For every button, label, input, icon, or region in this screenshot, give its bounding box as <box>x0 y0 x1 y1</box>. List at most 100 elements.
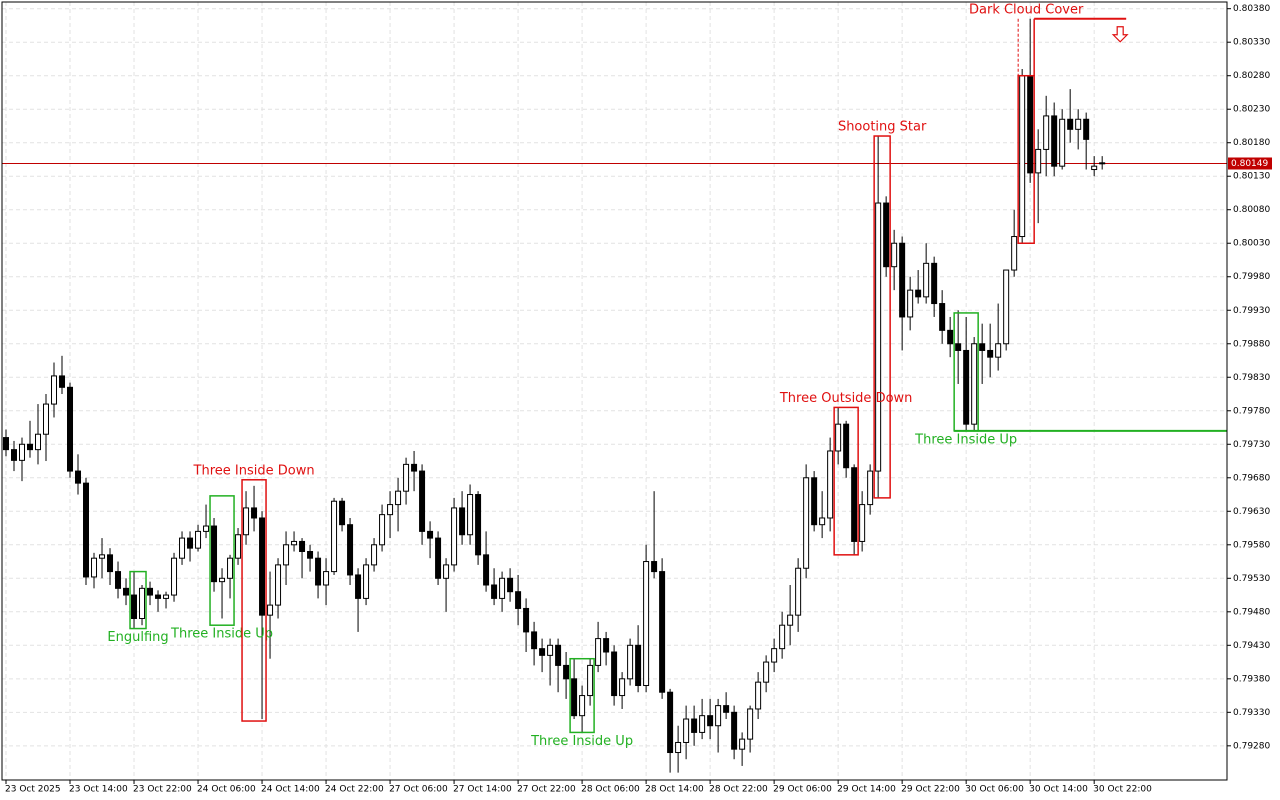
candle-body <box>235 534 242 559</box>
candle-body <box>507 577 514 593</box>
candle-body <box>411 463 418 472</box>
pattern-label: Engulfing <box>107 630 168 645</box>
x-tick-label: 24 Oct 06:00 <box>197 785 256 795</box>
candle-body <box>347 524 354 576</box>
candle-body <box>755 681 762 710</box>
candle-body <box>379 514 386 546</box>
candle-body <box>883 202 890 268</box>
candle-body <box>387 504 394 516</box>
candle-body <box>955 343 962 351</box>
candle-body <box>155 594 162 599</box>
candle-body <box>115 571 122 589</box>
candle-body <box>859 504 866 542</box>
candle-body <box>1027 75 1034 174</box>
candle-body <box>931 262 938 305</box>
y-tick-label: 0.80080 <box>1233 205 1270 215</box>
plot-frame <box>1 1 1228 781</box>
candle-body <box>763 661 770 683</box>
candle-body <box>243 507 250 536</box>
candle-body <box>59 375 66 388</box>
pattern-box <box>833 406 859 556</box>
pattern-box <box>1017 74 1035 244</box>
candle-body <box>1051 115 1058 167</box>
pattern-label: Three Inside Up <box>170 627 273 642</box>
candle-body <box>163 594 170 599</box>
candle-body <box>787 614 794 626</box>
candle-body <box>851 467 858 542</box>
candle-body <box>27 443 34 451</box>
candle-body <box>587 664 594 697</box>
candle-body <box>283 544 290 566</box>
candle-body <box>475 494 482 556</box>
candle-body <box>667 691 674 754</box>
candle-body <box>747 708 754 740</box>
candle-body <box>123 587 130 596</box>
candle-body <box>371 544 378 566</box>
y-tick-label: 0.79330 <box>1233 708 1270 718</box>
candle-body <box>211 525 218 583</box>
candle-body <box>1083 118 1090 140</box>
x-tick-label: 28 Oct 06:00 <box>581 785 640 795</box>
candle-body <box>267 604 274 616</box>
candle-body <box>19 443 26 461</box>
candle-body <box>683 718 690 743</box>
current-price-label: 0.80149 <box>1231 159 1268 169</box>
candle-body <box>731 711 738 750</box>
candle-body <box>91 557 98 578</box>
candle-body <box>563 664 570 680</box>
y-tick-label: 0.79680 <box>1233 473 1270 483</box>
x-tick-label: 28 Oct 22:00 <box>709 785 768 795</box>
candle-body <box>635 644 642 687</box>
candle-body <box>3 437 10 451</box>
candle-body <box>995 343 1002 358</box>
candle-body <box>723 705 730 713</box>
candle-body <box>1075 118 1082 130</box>
candle-body <box>259 517 266 616</box>
pattern-box <box>241 479 267 722</box>
candle-body <box>403 463 410 492</box>
candle-body <box>939 303 946 331</box>
candle-body <box>1035 148 1042 174</box>
pattern-label: Three Inside Up <box>530 734 633 749</box>
sell-arrow <box>1111 26 1129 43</box>
candle-body <box>603 638 610 653</box>
candle-body <box>459 507 466 536</box>
y-tick-label: 0.79780 <box>1233 406 1270 416</box>
candle-body <box>355 574 362 599</box>
candle-body <box>547 644 554 656</box>
y-tick-label: 0.80330 <box>1233 38 1270 48</box>
candle-body <box>35 433 42 451</box>
candle-body <box>491 584 498 599</box>
x-tick-label: 30 Oct 22:00 <box>1093 785 1152 795</box>
candle-body <box>875 202 882 472</box>
candle-body <box>315 557 322 586</box>
candle-body <box>99 554 106 559</box>
candle-body <box>675 741 682 754</box>
x-tick-label: 23 Oct 22:00 <box>133 785 192 795</box>
candle-body <box>275 564 282 606</box>
candle-body <box>43 403 50 435</box>
candle-body <box>1003 269 1010 345</box>
x-tick-label: 23 Oct 2025 <box>5 785 61 795</box>
candle-body <box>659 571 666 693</box>
y-tick-label: 0.79430 <box>1233 641 1270 651</box>
candle-body <box>1067 118 1074 130</box>
candle-body <box>131 594 138 620</box>
candle-body <box>83 482 90 578</box>
candle-body <box>651 561 658 573</box>
candle-body <box>299 540 306 552</box>
candle-body <box>843 423 850 469</box>
pattern-box <box>569 657 595 734</box>
candle-body <box>715 705 722 727</box>
candle-body <box>523 607 530 633</box>
candle-body <box>987 349 994 358</box>
candle-body <box>867 470 874 506</box>
candle-body <box>395 490 402 506</box>
candle-body <box>443 564 450 579</box>
candle-body <box>291 540 298 546</box>
candle-body <box>515 591 522 609</box>
candle-body <box>1059 118 1066 167</box>
candle-body <box>611 651 618 697</box>
candle-body <box>187 537 194 549</box>
pattern-box <box>129 570 147 630</box>
